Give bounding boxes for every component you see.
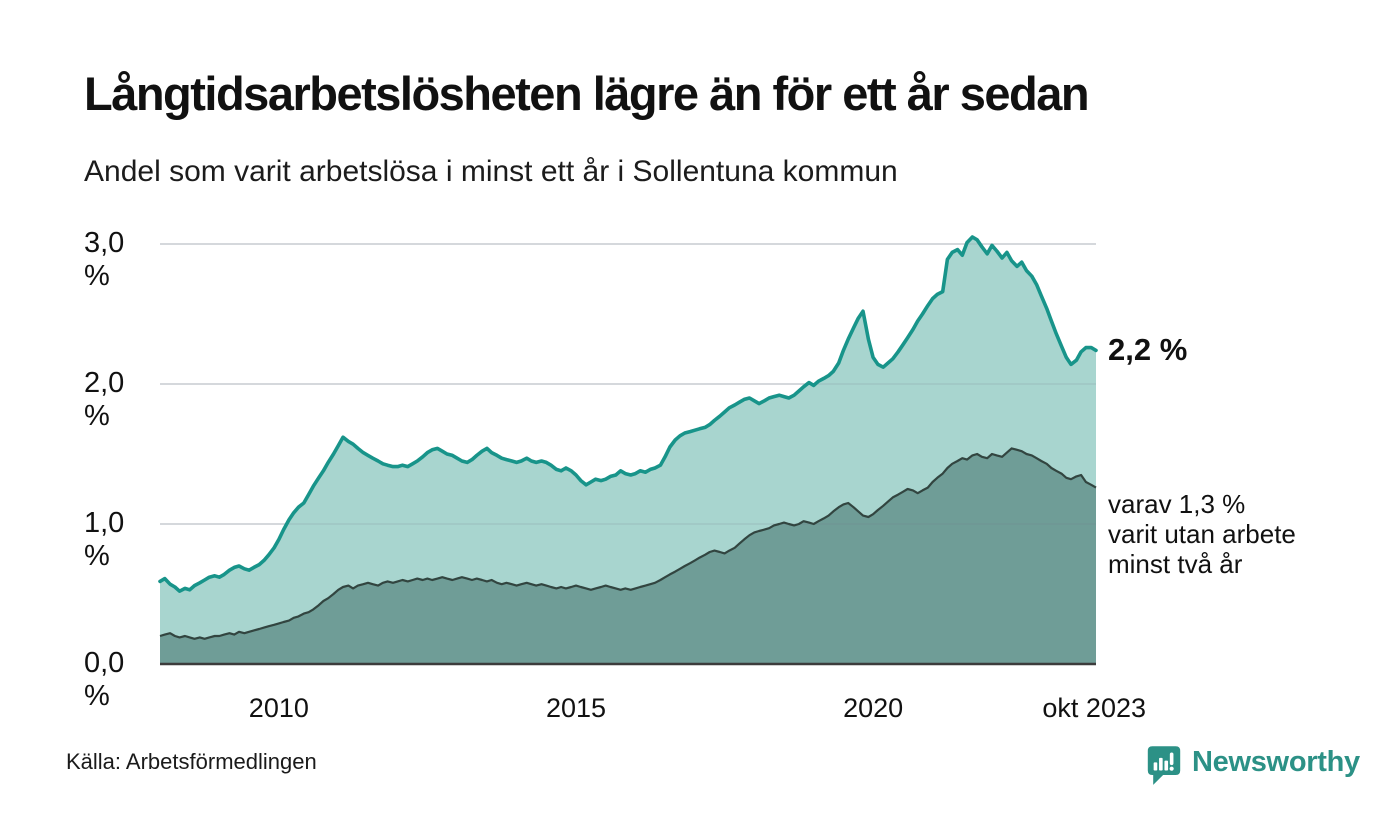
page-title: Långtidsarbetslösheten lägre än för ett … bbox=[84, 67, 1090, 120]
y-tick-label: 0,0 % bbox=[84, 647, 125, 712]
series-two-plus-line bbox=[159, 447, 1097, 640]
annotation-line: varav 1,3 % bbox=[1108, 488, 1246, 519]
x-tick-label: okt 2023 bbox=[1042, 693, 1146, 723]
y-tick-label: 2,0 % bbox=[84, 367, 125, 432]
source-attribution: Källa: Arbetsförmedlingen bbox=[66, 749, 317, 774]
x-tick-label: 2015 bbox=[545, 693, 607, 723]
annotation-line: minst två år bbox=[1108, 548, 1243, 579]
x-tick-label: 2010 bbox=[248, 693, 309, 723]
series-total-line bbox=[158, 235, 1098, 593]
newsworthy-wordmark: Newsworthy bbox=[1192, 746, 1360, 778]
latest-two-plus-annotation: varav 1,3 % varit utan arbete minst två … bbox=[1108, 489, 1296, 579]
gridline-overlay bbox=[160, 243, 1096, 525]
newsworthy-chart-bubble-icon bbox=[1147, 746, 1181, 785]
y-tick-label: 1,0 % bbox=[84, 507, 125, 572]
latest-total-annotation: 2,2 % bbox=[1108, 332, 1188, 368]
series-two-plus-area bbox=[160, 448, 1096, 664]
annotation-line: varit utan arbete bbox=[1108, 518, 1296, 549]
page-subtitle: Andel som varit arbetslösa i minst ett å… bbox=[84, 155, 898, 188]
y-tick-label: 3,0 % bbox=[84, 227, 125, 292]
x-tick-label: 2020 bbox=[843, 693, 904, 723]
newsworthy-logo: Newsworthy bbox=[1146, 743, 1360, 789]
